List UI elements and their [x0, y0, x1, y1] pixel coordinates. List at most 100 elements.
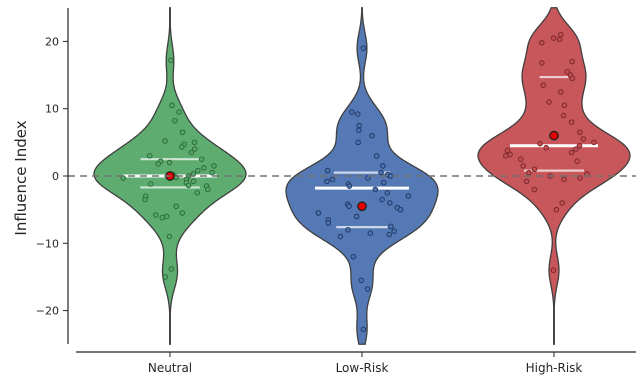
- data-point: [380, 163, 386, 169]
- data-point: [397, 206, 404, 213]
- data-point: [191, 139, 198, 146]
- data-point: [159, 214, 166, 221]
- data-point: [194, 190, 201, 196]
- data-point: [523, 178, 530, 185]
- data-point: [367, 230, 374, 236]
- data-point: [355, 139, 361, 146]
- data-point: [550, 267, 557, 274]
- data-point: [540, 82, 547, 88]
- data-point: [360, 45, 367, 51]
- y-axis-label: Influence Index: [12, 120, 30, 235]
- data-point: [349, 109, 355, 115]
- data-point: [190, 178, 197, 185]
- x-tick-label: Low-Risk: [336, 361, 389, 375]
- data-point: [120, 175, 127, 181]
- data-point: [364, 286, 371, 292]
- data-point: [558, 89, 564, 95]
- data-point: [556, 36, 563, 43]
- data-point: [577, 129, 583, 136]
- data-point: [539, 39, 545, 46]
- data-point: [568, 119, 575, 125]
- data-point: [356, 122, 363, 129]
- data-point: [591, 139, 597, 146]
- data-point: [576, 142, 583, 149]
- data-point: [173, 203, 180, 210]
- data-point: [155, 161, 161, 167]
- data-point: [561, 176, 567, 183]
- data-point: [537, 140, 543, 147]
- data-point: [346, 203, 352, 210]
- data-point: [353, 213, 360, 220]
- data-point: [329, 176, 336, 183]
- data-point: [166, 233, 173, 240]
- data-point: [546, 99, 552, 105]
- data-point: [162, 138, 168, 144]
- data-point: [354, 111, 361, 117]
- data-point: [504, 147, 511, 154]
- data-point: [384, 190, 391, 196]
- y-tick-label: 10: [45, 103, 59, 116]
- data-point: [188, 149, 195, 156]
- data-point: [559, 200, 565, 206]
- data-point: [568, 149, 575, 156]
- data-point: [168, 57, 174, 64]
- data-point: [520, 163, 527, 169]
- data-point: [325, 220, 332, 226]
- x-tick-label: High-Risk: [526, 361, 583, 375]
- data-point: [324, 178, 330, 185]
- data-point: [369, 132, 375, 139]
- data-point: [372, 186, 379, 193]
- data-point: [345, 227, 351, 233]
- data-point: [573, 146, 579, 152]
- data-point: [360, 326, 367, 333]
- data-point: [166, 159, 173, 166]
- data-point: [391, 228, 398, 234]
- data-point: [176, 109, 182, 115]
- data-point: [192, 146, 198, 152]
- data-point: [315, 210, 322, 216]
- x-tick-label: Neutral: [148, 361, 192, 375]
- data-point: [561, 102, 568, 109]
- y-tick-label: 0: [52, 170, 59, 183]
- data-point: [503, 153, 509, 159]
- data-point: [358, 277, 365, 284]
- data-point: [142, 196, 148, 203]
- data-point: [560, 112, 567, 119]
- data-point: [168, 266, 175, 272]
- data-point: [211, 163, 217, 169]
- data-point: [337, 233, 344, 240]
- data-point: [569, 58, 575, 65]
- data-point: [178, 144, 185, 150]
- data-point: [346, 183, 353, 189]
- data-point: [198, 156, 205, 162]
- data-point: [378, 169, 384, 176]
- data-point: [518, 156, 524, 162]
- data-point: [324, 167, 331, 174]
- data-point: [388, 223, 394, 230]
- data-point: [379, 196, 385, 203]
- y-tick-label: −20: [36, 305, 59, 318]
- data-point: [557, 31, 564, 38]
- data-point: [531, 186, 538, 193]
- data-point: [531, 166, 538, 173]
- data-point: [574, 158, 580, 164]
- data-point: [550, 35, 557, 41]
- data-point: [209, 169, 215, 176]
- data-point: [185, 182, 192, 189]
- data-point: [387, 200, 393, 206]
- axes: −20 −10 0 10 20 Neutral Low-Risk High-Risk: [36, 8, 636, 375]
- data-point: [564, 68, 571, 75]
- data-point: [569, 75, 576, 82]
- data-point: [152, 212, 159, 218]
- data-point: [350, 253, 357, 260]
- mean-marker: [549, 130, 559, 141]
- data-point: [365, 175, 371, 181]
- data-point: [386, 231, 393, 238]
- data-point: [147, 181, 154, 187]
- data-point: [553, 206, 560, 213]
- data-point: [179, 210, 186, 216]
- data-point: [577, 175, 583, 181]
- data-point: [146, 153, 153, 159]
- data-point: [201, 165, 207, 171]
